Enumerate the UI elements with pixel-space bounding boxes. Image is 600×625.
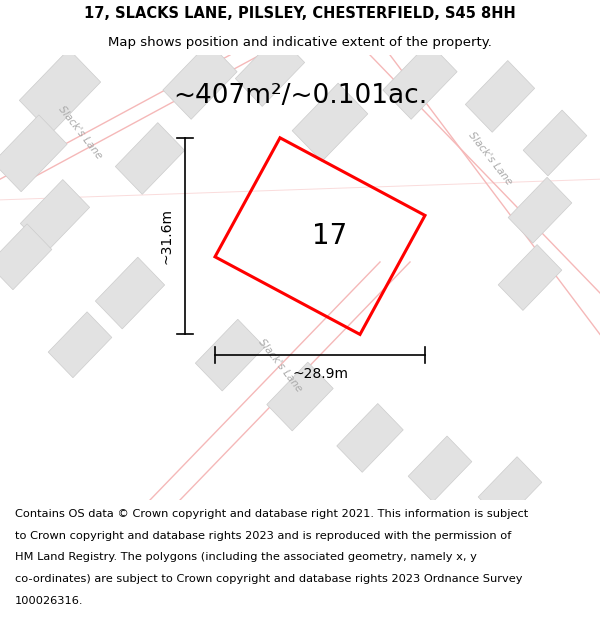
Polygon shape xyxy=(163,42,237,119)
Text: Slack's Lane: Slack's Lane xyxy=(256,337,304,394)
Polygon shape xyxy=(235,34,305,106)
Text: 17: 17 xyxy=(313,222,347,250)
Polygon shape xyxy=(95,257,164,329)
Polygon shape xyxy=(408,436,472,502)
Polygon shape xyxy=(20,179,89,251)
Polygon shape xyxy=(523,110,587,176)
Text: HM Land Registry. The polygons (including the associated geometry, namely x, y: HM Land Registry. The polygons (includin… xyxy=(15,552,477,562)
Polygon shape xyxy=(508,177,572,243)
Text: ~31.6m: ~31.6m xyxy=(160,208,174,264)
Polygon shape xyxy=(48,312,112,378)
Text: ~28.9m: ~28.9m xyxy=(292,367,348,381)
Text: ~407m²/~0.101ac.: ~407m²/~0.101ac. xyxy=(173,83,427,109)
Polygon shape xyxy=(498,244,562,311)
Polygon shape xyxy=(196,319,265,391)
Polygon shape xyxy=(292,83,368,161)
Text: Map shows position and indicative extent of the property.: Map shows position and indicative extent… xyxy=(108,36,492,49)
Polygon shape xyxy=(478,457,542,522)
Polygon shape xyxy=(337,404,403,472)
Text: co-ordinates) are subject to Crown copyright and database rights 2023 Ordnance S: co-ordinates) are subject to Crown copyr… xyxy=(15,574,523,584)
Text: to Crown copyright and database rights 2023 and is reproduced with the permissio: to Crown copyright and database rights 2… xyxy=(15,531,511,541)
Text: Contains OS data © Crown copyright and database right 2021. This information is : Contains OS data © Crown copyright and d… xyxy=(15,509,528,519)
Polygon shape xyxy=(267,362,333,431)
Polygon shape xyxy=(19,49,101,133)
Polygon shape xyxy=(115,122,185,194)
Polygon shape xyxy=(466,61,535,132)
Text: 100026316.: 100026316. xyxy=(15,596,83,606)
Polygon shape xyxy=(383,42,457,119)
Polygon shape xyxy=(0,115,67,192)
Text: Slack's Lane: Slack's Lane xyxy=(466,130,514,187)
Text: 17, SLACKS LANE, PILSLEY, CHESTERFIELD, S45 8HH: 17, SLACKS LANE, PILSLEY, CHESTERFIELD, … xyxy=(84,6,516,21)
Text: Slack's Lane: Slack's Lane xyxy=(56,104,104,161)
Polygon shape xyxy=(0,224,52,290)
